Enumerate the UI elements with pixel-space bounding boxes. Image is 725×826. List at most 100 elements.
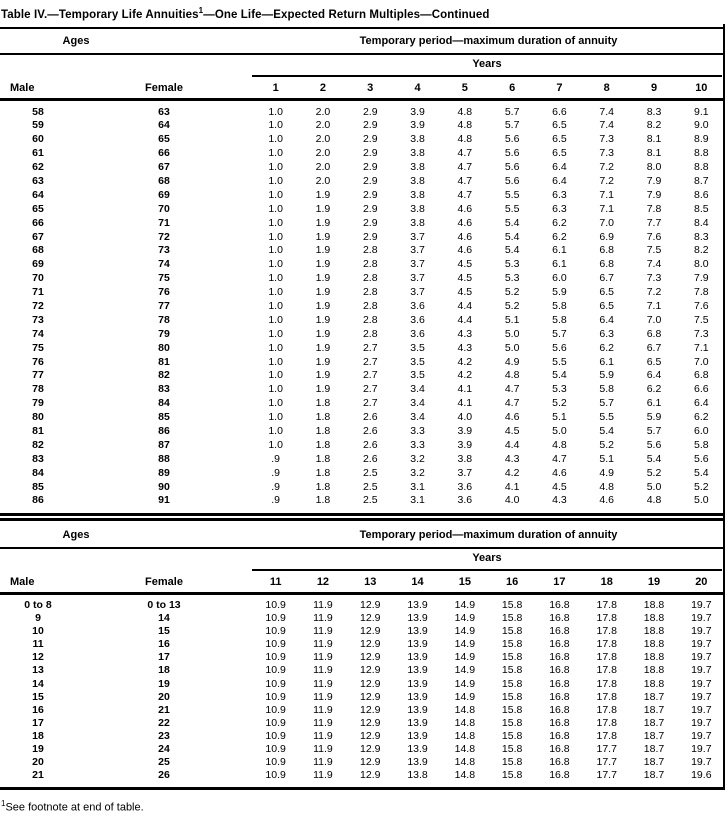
annuity-multiple-value: 4.3 [457, 341, 473, 354]
female-age: 18 [158, 664, 170, 677]
annuity-multiple-value: 5.4 [504, 216, 520, 229]
annuity-multiple-value: 4.3 [457, 327, 473, 340]
years-header: Years [252, 549, 722, 571]
annuity-multiple-value: 5.5 [599, 411, 615, 424]
annuity-multiple-value: 13.9 [407, 716, 428, 729]
annuity-multiple-value: 8.5 [694, 202, 709, 215]
annuity-multiple-value: 5.9 [599, 369, 615, 382]
male-age: 75 [32, 341, 44, 354]
annuity-multiple-value: 10.9 [265, 769, 286, 782]
annuity-multiple-value: 6.4 [552, 174, 567, 187]
annuity-multiple-value: 4.8 [646, 494, 662, 507]
annuity-multiple-value: 7.3 [694, 327, 709, 340]
column-header-row: Male Female 1 2 3 4 5 6 7 8 9 10 [0, 77, 725, 101]
annuity-multiple-value: 10.9 [265, 703, 286, 716]
annuity-multiple-value: 3.7 [410, 286, 425, 299]
annuity-multiple-value: 5.2 [504, 286, 520, 299]
female-age: 67 [158, 161, 170, 174]
annuity-multiple-value: 4.6 [457, 230, 473, 243]
annuity-multiple-value: 12.9 [360, 677, 381, 690]
annuity-multiple-value: 4.7 [504, 397, 520, 410]
annuity-multiple-value: 13.9 [407, 742, 428, 755]
annuity-multiple-value: 11.9 [313, 742, 333, 755]
male-age: 70 [32, 272, 44, 285]
table-row: 15 20 10.9 11.9 12.9 13.9 14.9 15.8 16.8 17.8 18… [0, 690, 725, 703]
annuity-multiple-value: 4.2 [457, 355, 473, 368]
annuity-multiple-value: .9 [271, 466, 281, 479]
annuity-multiple-value: 11.9 [313, 703, 333, 716]
table-title-suffix: —One Life—Expected Return Multiples—Cont… [203, 8, 490, 21]
annuity-multiple-value: 12.9 [360, 625, 381, 638]
female-age: 86 [158, 425, 170, 437]
annuity-multiple-value: 16.8 [549, 703, 570, 716]
female-age: 83 [158, 383, 170, 396]
annuity-multiple-value: 1.0 [268, 272, 283, 285]
male-column-header: Male [10, 81, 35, 94]
male-age: 82 [32, 438, 44, 451]
annuity-multiple-value: 6.2 [552, 216, 567, 229]
table-row: 73 78 1.0 1.9 2.8 3.6 4.4 5.1 5.8 6.4 7.0 7.5 [0, 313, 725, 327]
male-age: 78 [32, 383, 44, 396]
annuity-multiple-value: 1.9 [315, 258, 331, 271]
female-age: 70 [158, 202, 170, 215]
annuity-multiple-value: 5.1 [599, 452, 615, 465]
annuity-multiple-value: 5.1 [504, 313, 520, 326]
annuity-multiple-value: 4.1 [504, 480, 520, 493]
annuity-multiple-value: 16.8 [549, 598, 570, 611]
annuity-multiple-value: 3.6 [457, 494, 473, 507]
annuity-multiple-value: 5.1 [552, 411, 567, 424]
annuity-multiple-value: 11.9 [313, 638, 333, 651]
annuity-multiple-value: 8.8 [694, 147, 709, 160]
year-column-header: 14 [411, 575, 424, 588]
female-age: 87 [158, 438, 170, 451]
annuity-multiple-value: 15.8 [501, 690, 523, 703]
annuity-multiple-value: 7.9 [646, 188, 662, 201]
annuity-multiple-value: 14.9 [454, 612, 476, 625]
annuity-multiple-value: .9 [271, 494, 281, 507]
table-row: 77 82 1.0 1.9 2.7 3.5 4.2 4.8 5.4 5.9 6.4 6.8 [0, 369, 725, 383]
female-age: 88 [158, 452, 170, 465]
annuity-multiple-value: 12.9 [360, 756, 381, 769]
annuity-multiple-value: 10.9 [265, 638, 286, 651]
annuity-multiple-value: 18.8 [643, 612, 665, 625]
annuity-multiple-value: 17.8 [596, 598, 617, 611]
annuity-multiple-value: 7.1 [646, 299, 662, 312]
annuity-multiple-value: 8.8 [694, 161, 709, 174]
table-row: 78 83 1.0 1.9 2.7 3.4 4.1 4.7 5.3 5.8 6.2 6.6 [0, 383, 725, 397]
annuity-multiple-value: 5.7 [646, 425, 662, 437]
year-column-header: 1 [272, 81, 279, 94]
male-age: 13 [32, 664, 44, 677]
male-age: 9 [35, 612, 41, 625]
annuity-multiple-value: 17.7 [596, 756, 617, 769]
annuity-multiple-value: 13.9 [407, 690, 428, 703]
temporary-period-header: Temporary period—maximum duration of ann… [359, 34, 618, 47]
annuity-multiple-value: 5.7 [504, 119, 520, 132]
table-row: 71 76 1.0 1.9 2.8 3.7 4.5 5.2 5.9 6.5 7.2 7.8 [0, 285, 725, 299]
annuity-multiple-value: 11.9 [313, 598, 333, 611]
annuity-multiple-value: 15.8 [501, 651, 523, 664]
male-age: 68 [32, 244, 44, 257]
table-row: 17 22 10.9 11.9 12.9 13.9 14.8 15.8 16.8 17.8 18… [0, 717, 725, 730]
annuity-multiple-value: 2.9 [362, 230, 378, 243]
annuity-multiple-value: 6.1 [599, 355, 615, 368]
annuity-multiple-value: 6.1 [646, 397, 662, 410]
annuity-multiple-value: 4.7 [457, 188, 473, 201]
annuity-multiple-value: 5.2 [504, 299, 520, 312]
annuity-multiple-value: 7.0 [694, 355, 709, 368]
year-column-header: 11 [269, 575, 282, 588]
annuity-multiple-value: 8.4 [694, 216, 709, 229]
male-age: 72 [32, 299, 44, 312]
table-row: 21 26 10.9 11.9 12.9 13.8 14.8 15.8 16.8 17.7 18… [0, 769, 725, 782]
table-row: 72 77 1.0 1.9 2.8 3.6 4.4 5.2 5.8 6.5 7.1 7.6 [0, 299, 725, 313]
annuity-multiple-value: 3.7 [457, 466, 473, 479]
table-header-row: Ages Temporary period—maximum duration o… [0, 29, 725, 55]
annuity-multiple-value: 1.0 [268, 216, 283, 229]
annuity-multiple-value: 8.3 [694, 230, 709, 243]
annuity-multiple-value: 11.9 [313, 625, 333, 638]
annuity-multiple-value: 18.7 [643, 716, 665, 729]
female-age: 14 [158, 612, 170, 625]
annuity-multiple-value: 5.6 [694, 452, 709, 465]
female-age: 76 [158, 286, 170, 299]
annuity-multiple-value: 4.5 [457, 258, 473, 271]
